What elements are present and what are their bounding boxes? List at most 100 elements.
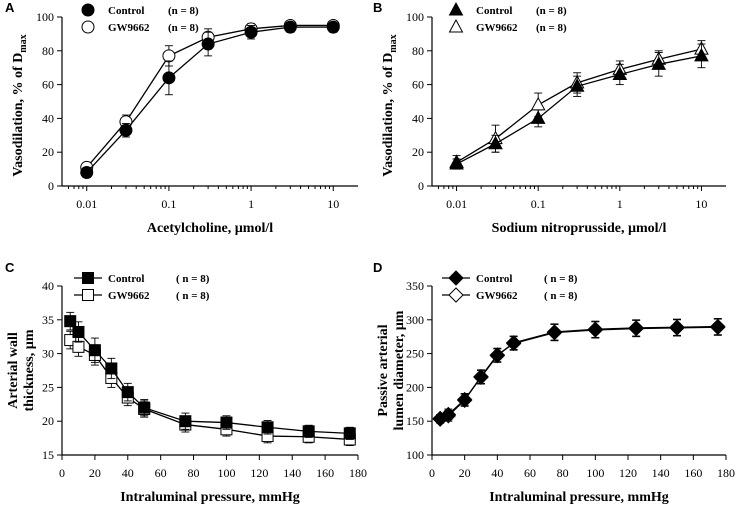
panel-c-series-control-point xyxy=(105,362,118,375)
panel-c-x-tick-label: 180 xyxy=(349,466,367,480)
panel-a-y-tick-label: 20 xyxy=(42,145,54,159)
panel-d-series-control-point xyxy=(456,391,473,408)
panel-c-series-control-point xyxy=(72,325,85,338)
panel-a-series-control xyxy=(80,20,340,179)
panel-a-x-label: Acetylcholine, µmol/l xyxy=(147,221,273,236)
panel-a-y-tick-label: 100 xyxy=(36,10,54,24)
panel-c-y-tick-label: 15 xyxy=(42,448,54,462)
panel-d-letter: D xyxy=(373,260,382,275)
panel-d-legend-control-n: ( n = 8) xyxy=(544,273,578,285)
panel-d-series-control-point xyxy=(628,320,644,336)
panel-a-y-label: Vasodilation, % of Dmax xyxy=(11,34,29,176)
panel-d-x-tick-label: 20 xyxy=(459,466,471,480)
panel-c-y-tick-label: 20 xyxy=(42,414,54,428)
panel-c-y-tick-label: 30 xyxy=(42,347,54,361)
panel-b-y-tick-label: 40 xyxy=(412,111,424,125)
panel-b-series-control-point xyxy=(569,78,585,92)
panel-d-legend-control-marker xyxy=(448,270,464,286)
panel-b-y-label-sub: max xyxy=(388,34,399,52)
panel-d-series-gw9662 xyxy=(432,318,726,427)
panel-a-legend-gw9662-n: (n = 8) xyxy=(168,22,199,34)
panel-d-series-control-point xyxy=(505,335,522,351)
panel-d-y-tick-label: 300 xyxy=(406,313,424,327)
panel-c-series-gw9662-point xyxy=(64,334,77,347)
panel-b-legend-gw9662-n: (n = 8) xyxy=(536,22,567,34)
panel-c-x-tick-label: 100 xyxy=(217,466,235,480)
panel-c-series-control-point xyxy=(138,401,151,414)
panel-c-series-gw9662-line xyxy=(69,339,350,441)
panel-b-y-tick-label: 60 xyxy=(412,78,424,92)
panel-b-series-control-point xyxy=(488,135,503,150)
panel-c-y-label-line1: Arterial wall xyxy=(6,332,21,409)
panel-c-legend-control-n: ( n = 8) xyxy=(176,273,210,285)
panel-b-legend: Control (n = 8) GW9662 (n = 8) xyxy=(448,1,567,34)
panel-b-y-label: Vasodilation, % of Dmax xyxy=(381,34,399,176)
panel-a-series-control-point xyxy=(201,37,215,51)
panel-a-legend-gw9662-marker xyxy=(81,20,95,34)
panel-a-x-tick-label: 0.1 xyxy=(161,197,176,211)
panel-b-series-control-point xyxy=(694,47,709,62)
panel-b-series-control-point xyxy=(612,66,628,80)
panel-a-y-tick-label: 40 xyxy=(42,111,54,125)
panel-d-y-tick-label: 200 xyxy=(406,380,424,394)
panel-d-legend-control-name: Control xyxy=(476,273,512,285)
panel-d-x-tick-label: 120 xyxy=(619,466,637,480)
panel-b-y-tick-label: 20 xyxy=(412,145,424,159)
panel-b-y-tick-label: 0 xyxy=(418,179,424,193)
panel-d-x-tick-label: 60 xyxy=(524,466,536,480)
panel-a-legend-control-marker xyxy=(81,3,95,17)
panel-d-series-control-point xyxy=(587,321,604,337)
panel-d-x-tick-label: 40 xyxy=(491,466,503,480)
panel-c-letter: C xyxy=(5,260,15,275)
panel-d-y-tick-label: 350 xyxy=(406,279,424,293)
panel-c-legend-control-name: Control xyxy=(108,273,144,285)
panel-c-series-control-point xyxy=(121,386,134,399)
panel-d-series-control-point xyxy=(489,347,506,364)
panel-d-series-control xyxy=(432,317,726,427)
panel-c-x-label: Intraluminal pressure, mmHg xyxy=(120,490,300,505)
panel-c-legend-gw9662-name: GW9662 xyxy=(108,290,150,302)
panel-d-series-control-point xyxy=(440,406,457,423)
panel-c-series-control-point xyxy=(261,421,274,434)
panel-c-x-tick-label: 20 xyxy=(89,466,101,480)
panel-a-series-control-point xyxy=(283,20,297,34)
panel-a-series-gw9662-point xyxy=(162,49,176,63)
panel-c-x-tick-label: 140 xyxy=(283,466,301,480)
panel-c-x-tick-label: 0 xyxy=(59,466,65,480)
panel-c-series-control-point xyxy=(88,344,101,357)
panel-b-series-control-point xyxy=(530,110,546,124)
panel-c-x-tick-label: 40 xyxy=(122,466,134,480)
panel-c-x-tick-label: 80 xyxy=(188,466,200,480)
panel-b-x-tick-label: 0.01 xyxy=(446,197,467,211)
panel-a-legend-control-n: (n = 8) xyxy=(168,5,199,17)
panel-b-y-tick-label: 100 xyxy=(406,10,424,24)
panel-c-x-tick-label: 60 xyxy=(155,466,167,480)
panel-c-legend-control-marker xyxy=(82,272,94,284)
panel-c-series-control xyxy=(64,311,356,440)
panel-c-series-control-point xyxy=(343,427,356,440)
panel-c-series-control-point xyxy=(179,415,192,428)
panel-b-x-tick-label: 10 xyxy=(695,197,707,211)
panel-c-y-tick-label: 35 xyxy=(42,313,54,327)
panel-c-y-label-line2: thickness, µm xyxy=(22,329,37,411)
panel-a-y-label-sub: max xyxy=(18,34,29,52)
panel-d-y-label-line1: Passive arterial xyxy=(376,324,391,416)
panel-b-series-gw9662-point xyxy=(530,96,546,111)
panel-b-legend-gw9662-marker xyxy=(448,18,464,33)
panel-d-y-tick-label: 150 xyxy=(406,414,424,428)
panel-d-y-label-line2: lumen diameter, µm xyxy=(392,310,407,430)
panel-b-y-label-main: Vasodilation, % of D xyxy=(381,53,396,177)
panel-b-series-gw9662 xyxy=(449,40,709,170)
panel-d-x-tick-label: 100 xyxy=(586,466,604,480)
panel-b-series-control xyxy=(449,43,709,170)
panel-b: B 0 20 40 60 80 100 0.01 0.1 1 10 Sodium nitropruss… xyxy=(373,0,726,236)
panel-a-x-tick-label: 10 xyxy=(327,197,339,211)
panel-a-legend-gw9662-name: GW9662 xyxy=(108,22,150,34)
panel-c-series-control-point xyxy=(220,416,233,429)
panel-b-x-tick-label: 1 xyxy=(617,197,623,211)
panel-d-x-tick-label: 80 xyxy=(557,466,569,480)
panel-c-x-tick-label: 120 xyxy=(250,466,268,480)
panel-d-y-tick-label: 100 xyxy=(406,448,424,462)
panel-d-series-control-point xyxy=(473,369,489,385)
panel-d: D 100 150 200 250 300 350 0 20 40 60 80 100 120 140 160… xyxy=(373,260,735,505)
